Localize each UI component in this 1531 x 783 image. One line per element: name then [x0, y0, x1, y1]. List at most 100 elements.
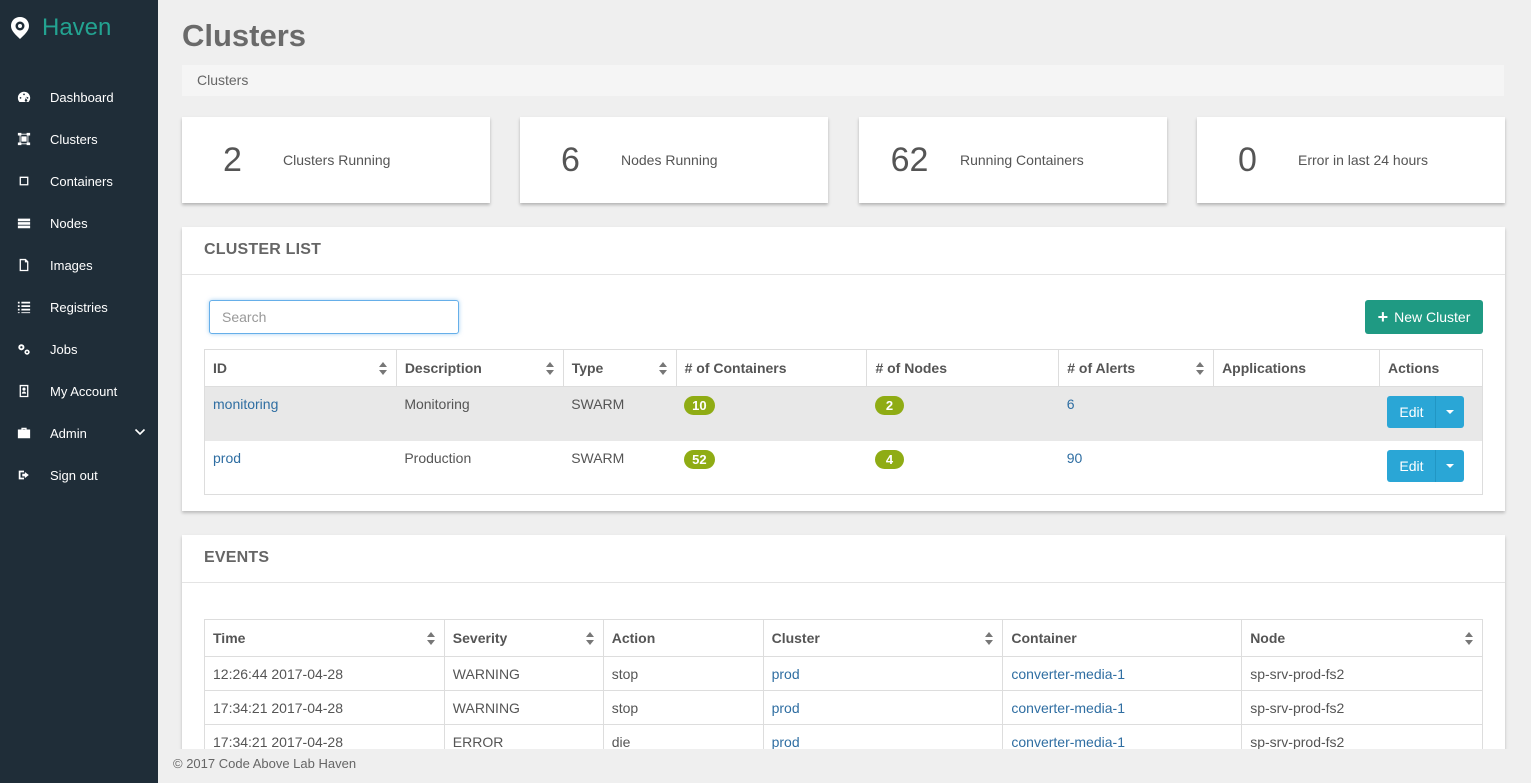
brand[interactable]: Haven: [0, 0, 158, 56]
sidebar-item-my-account[interactable]: My Account: [0, 370, 158, 412]
sidebar-item-images[interactable]: Images: [0, 244, 158, 286]
panel-title: EVENTS: [182, 535, 1505, 583]
sidebar-item-label: Sign out: [50, 467, 98, 483]
sidebar-item-label: Images: [50, 257, 93, 273]
new-cluster-label: New Cluster: [1394, 309, 1471, 325]
cluster-applications: [1213, 440, 1380, 495]
event-container-link[interactable]: converter-media-1: [1011, 665, 1125, 682]
sidebar-item-label: Admin: [50, 425, 87, 441]
sidebar-item-label: My Account: [50, 383, 118, 399]
column-header-action: Action: [602, 619, 764, 657]
event-cluster-link[interactable]: prod: [771, 699, 800, 716]
sidebar-item-nodes[interactable]: Nodes: [0, 202, 158, 244]
sort-icon[interactable]: [1196, 362, 1205, 375]
plus-icon: +: [1377, 307, 1389, 327]
nodes-icon: [16, 215, 32, 231]
event-cluster-link[interactable]: prod: [771, 665, 800, 682]
app-name: Haven: [42, 14, 112, 41]
column-header-containers: # of Containers: [675, 349, 868, 387]
sidebar-item-clusters[interactable]: Clusters: [0, 118, 158, 160]
column-header-nodes: # of Nodes: [866, 349, 1060, 387]
event-time: 17:34:21 2017-04-28: [204, 690, 445, 725]
sidebar-item-jobs[interactable]: Jobs: [0, 328, 158, 370]
column-header-description[interactable]: Description: [395, 349, 564, 387]
event-node: sp-srv-prod-fs2: [1241, 656, 1483, 691]
stat-card-containers: 62 Running Containers: [859, 117, 1167, 203]
column-header-severity[interactable]: Severity: [443, 619, 604, 657]
sidebar-item-label: Containers: [50, 173, 113, 189]
containers-badge: 10: [684, 396, 715, 415]
sort-icon[interactable]: [378, 362, 388, 375]
sort-icon[interactable]: [545, 362, 555, 375]
edit-dropdown-toggle[interactable]: [1435, 396, 1465, 428]
account-icon: [16, 383, 32, 399]
sidebar-item-label: Nodes: [50, 215, 88, 231]
event-action: stop: [602, 656, 764, 691]
column-header-node[interactable]: Node: [1241, 619, 1483, 657]
new-cluster-button[interactable]: + New Cluster: [1365, 300, 1483, 334]
event-severity: WARNING: [443, 656, 604, 691]
stat-value: 0: [1238, 140, 1257, 179]
edit-button[interactable]: Edit: [1387, 449, 1436, 482]
stat-card-clusters: 2 Clusters Running: [182, 117, 490, 203]
caret-down-icon: [1446, 410, 1455, 414]
caret-down-icon: [1446, 463, 1455, 468]
panel-title: CLUSTER LIST: [182, 227, 1505, 275]
sort-icon[interactable]: [658, 362, 668, 375]
chevron-down-icon[interactable]: [134, 426, 146, 438]
table-row: monitoring Monitoring SWARM 10 2 6 Edit: [204, 386, 1484, 441]
stat-value: 2: [223, 140, 242, 179]
stat-label: Error in last 24 hours: [1298, 152, 1428, 168]
column-header-cluster[interactable]: Cluster: [762, 619, 1004, 657]
event-container-link[interactable]: converter-media-1: [1011, 699, 1125, 716]
column-header-applications: Applications: [1213, 349, 1380, 387]
sidebar-item-admin[interactable]: Admin: [0, 412, 158, 454]
admin-icon: [16, 425, 32, 441]
cluster-id-link[interactable]: monitoring: [213, 396, 279, 412]
table-row: 17:34:21 2017-04-28 ERROR die prod conve…: [204, 724, 1483, 750]
table-row: 12:26:44 2017-04-28 WARNING stop prod co…: [204, 656, 1483, 691]
event-action: stop: [602, 690, 764, 725]
sidebar-item-registries[interactable]: Registries: [0, 286, 158, 328]
footer: © 2017 Code Above Lab Haven: [158, 749, 1531, 783]
alerts-link[interactable]: 6: [1066, 396, 1075, 412]
edit-button-group: Edit: [1387, 449, 1465, 482]
events-panel: EVENTS Time Severity Action Cluster Cont…: [182, 535, 1505, 749]
sort-icon[interactable]: [1465, 632, 1474, 645]
column-header-id[interactable]: ID: [204, 349, 397, 387]
cluster-description: Production: [396, 440, 564, 495]
event-container-link[interactable]: converter-media-1: [1011, 733, 1125, 750]
breadcrumb-item[interactable]: Clusters: [197, 72, 249, 88]
stat-label: Nodes Running: [621, 152, 718, 168]
cluster-table: ID Description Type # of Containers # of…: [204, 349, 1484, 495]
edit-button[interactable]: Edit: [1387, 396, 1436, 428]
sort-icon[interactable]: [426, 632, 436, 645]
sort-icon[interactable]: [585, 632, 595, 645]
sidebar-item-sign-out[interactable]: Sign out: [0, 454, 158, 496]
sort-icon[interactable]: [985, 632, 994, 645]
search-input[interactable]: [209, 300, 459, 334]
edit-dropdown-toggle[interactable]: [1435, 449, 1465, 482]
column-header-alerts[interactable]: # of Alerts: [1058, 349, 1215, 387]
event-cluster-link[interactable]: prod: [771, 733, 800, 750]
event-node: sp-srv-prod-fs2: [1241, 724, 1483, 749]
alerts-link[interactable]: 90: [1066, 449, 1083, 466]
main-content: Clusters Clusters 2 Clusters Running 6 N…: [158, 0, 1531, 749]
column-header-type[interactable]: Type: [562, 349, 677, 387]
dashboard-icon: [16, 89, 32, 105]
nodes-badge: 4: [874, 449, 904, 469]
table-row: 17:34:21 2017-04-28 WARNING stop prod co…: [204, 690, 1483, 725]
sidebar-item-dashboard[interactable]: Dashboard: [0, 76, 158, 118]
cluster-id-link[interactable]: prod: [213, 449, 242, 466]
cluster-list-panel: CLUSTER LIST + New Cluster ID Descriptio…: [182, 227, 1505, 511]
nodes-badge: 2: [874, 396, 904, 415]
images-icon: [16, 257, 32, 273]
sidebar-nav: Dashboard Clusters Containers Nodes Imag…: [0, 76, 158, 496]
sidebar-item-label: Clusters: [50, 131, 98, 147]
column-header-time[interactable]: Time: [204, 619, 445, 657]
table-row: prod Production SWARM 52 4 90 Edit: [204, 440, 1484, 495]
breadcrumb: Clusters: [182, 65, 1504, 96]
sidebar-item-containers[interactable]: Containers: [0, 160, 158, 202]
containers-badge: 52: [684, 449, 715, 469]
stat-label: Clusters Running: [283, 152, 391, 168]
